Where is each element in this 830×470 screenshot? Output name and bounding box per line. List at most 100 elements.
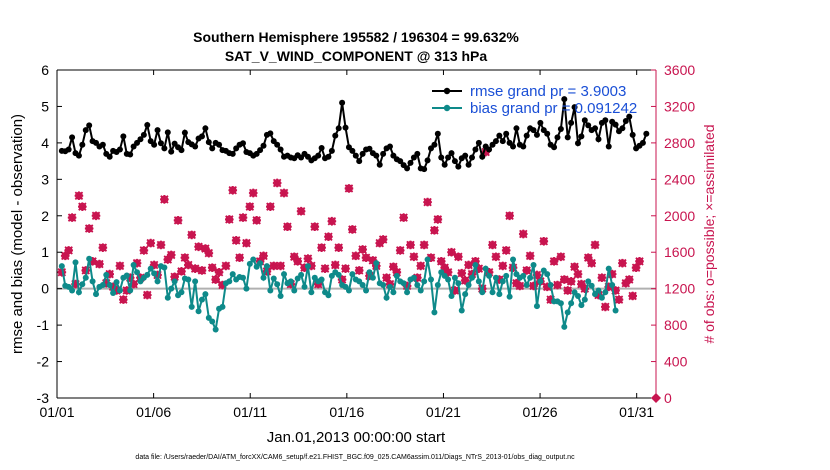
obs-assimilated-point (522, 266, 532, 275)
bias-point (82, 274, 89, 281)
obs-assimilated-point (395, 246, 405, 255)
obs-assimilated-point (587, 258, 596, 268)
bias-point (448, 292, 455, 299)
rmse-point (629, 131, 636, 138)
bias-point (154, 278, 161, 285)
bias-point (277, 292, 284, 299)
obs-assimilated-point (426, 253, 436, 263)
obs-assimilated-point (81, 266, 91, 275)
bias-point (489, 289, 496, 296)
bias-point (520, 272, 527, 279)
rmse-point (274, 141, 281, 148)
obs-assimilated-point (221, 261, 231, 271)
legend-marker (443, 87, 451, 95)
bias-point (164, 294, 171, 301)
obs-assimilated-point (474, 264, 484, 273)
rmse-point (209, 145, 216, 152)
obs-assimilated-point (211, 275, 220, 284)
obs-assimilated-point (60, 251, 70, 261)
obs-assimilated-point (614, 295, 624, 304)
obs-assimilated-point (204, 248, 214, 258)
y-tick-label: 0 (41, 281, 49, 297)
bias-point (605, 265, 612, 272)
rmse-series (58, 96, 650, 173)
bias-point (301, 283, 308, 290)
bias-point (479, 289, 486, 296)
y2-tick-label: 2000 (664, 208, 695, 224)
bias-point (380, 282, 387, 289)
rmse-point (455, 163, 462, 170)
bias-point (431, 309, 438, 316)
rmse-point (157, 140, 164, 147)
obs-assimilated-point (447, 247, 456, 257)
rmse-point (356, 158, 363, 165)
bias-point (612, 307, 619, 314)
rmse-point (216, 141, 223, 148)
obs-assimilated-point (597, 273, 607, 283)
obs-assimilated-point (183, 260, 193, 270)
obs-assimilated-point (573, 269, 583, 279)
chart-subtitle: SAT_V_WIND_COMPONENT @ 313 hPa (225, 48, 488, 64)
obs-assimilated-point (341, 264, 350, 273)
y2-tick-label: 2400 (664, 171, 695, 187)
obs-assimilated-point (57, 267, 67, 277)
y2-axis-ticks: 0 400 800 1200 1600 2000 2400 2800 3200 3600 (651, 62, 695, 406)
rmse-point (564, 134, 571, 141)
bias-point (598, 294, 605, 301)
rmse-point (581, 117, 588, 124)
obs-assimilated-point (539, 236, 549, 246)
rmse-point (434, 130, 441, 137)
obs-assimilated-point (105, 269, 115, 279)
axes (56, 69, 657, 399)
obs-assimilated-point (125, 273, 135, 283)
bias-point (209, 318, 216, 325)
rmse-point (260, 142, 267, 149)
obs-assimilated-point (348, 225, 357, 234)
obs-assimilated-point (207, 263, 217, 273)
bias-point (110, 290, 117, 297)
obs-assimilated-point (580, 284, 590, 293)
bias-point (530, 261, 537, 268)
obs-assimilated-point (166, 250, 176, 260)
rmse-point (373, 152, 380, 159)
rmse-point (178, 147, 185, 154)
rmse-point (82, 127, 89, 134)
rmse-point (335, 125, 342, 132)
rmse-point (325, 153, 332, 160)
rmse-point (352, 152, 359, 159)
bias-point (458, 307, 465, 314)
bias-point (568, 300, 575, 307)
obs-assimilated-point (132, 258, 142, 268)
obs-assimilated-point (628, 291, 637, 301)
y-tick-label: 1 (41, 244, 49, 260)
bias-point (144, 271, 151, 278)
y-tick-label: 2 (41, 208, 49, 224)
obs-assimilated-point (618, 258, 627, 268)
rmse-point (448, 150, 455, 157)
obs-assimilated-point (156, 240, 166, 250)
obs-assimilated-point (344, 184, 354, 193)
bias-point (363, 287, 370, 294)
rmse-point (465, 161, 472, 168)
bias-point (557, 300, 564, 307)
obs-assimilated-point (491, 252, 501, 262)
bias-point (465, 282, 472, 289)
bias-point (287, 278, 294, 285)
obs-assimilated-point (624, 275, 634, 284)
bias-point (212, 326, 219, 333)
obs-assimilated-point (454, 252, 463, 262)
rmse-point (277, 146, 284, 153)
bias-point (116, 287, 123, 294)
bias-point (414, 282, 421, 289)
rmse-point (168, 148, 175, 155)
bias-point (503, 272, 510, 279)
rmse-point (386, 143, 393, 150)
bias-point (260, 274, 267, 281)
rmse-point (359, 150, 366, 157)
bias-point (496, 291, 503, 298)
obs-assimilated-point (88, 257, 97, 266)
obs-assimilated-point (402, 281, 412, 291)
y-axis-ticks: -3 -2 -1 0 1 2 3 4 5 6 (37, 62, 62, 406)
obs-assimilated-point (382, 273, 391, 283)
obs-assimilated-point (501, 246, 511, 255)
